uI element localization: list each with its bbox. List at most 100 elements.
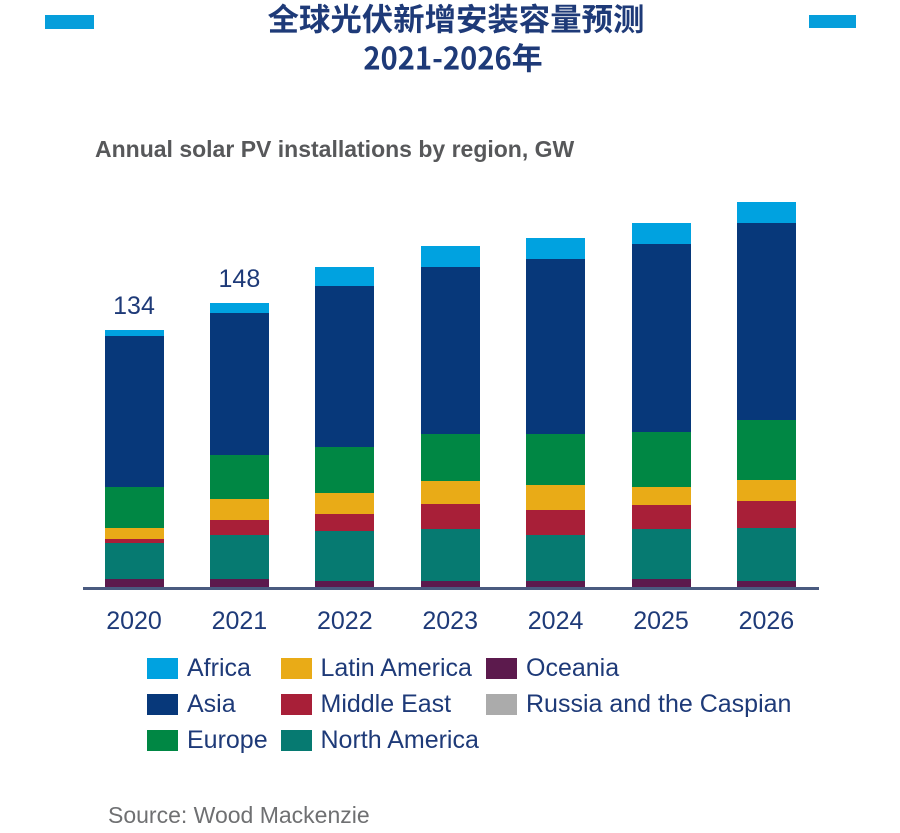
segment-2022-oceania (315, 581, 375, 587)
legend-label: Europe (187, 726, 268, 754)
legend-label: Russia and the Caspian (526, 690, 792, 718)
legend-label: North America (320, 726, 479, 754)
segment-2021-north-america (209, 535, 269, 580)
x-axis-label-2026: 2026 (738, 607, 795, 635)
segment-2020-asia (104, 335, 164, 488)
legend-item-oceania: Oceania (486, 654, 791, 682)
legend-swatch (147, 730, 178, 751)
segment-2023-europe (420, 433, 480, 482)
segment-2023-oceania (420, 581, 480, 587)
segment-2025-middle-east (631, 504, 691, 530)
legend-swatch (280, 730, 312, 751)
total-label-2020: 134 (113, 292, 155, 320)
segment-2021-asia (209, 312, 269, 455)
segment-2022-latin-america (315, 492, 375, 515)
segment-2020-north-america (104, 542, 164, 580)
segment-2025-latin-america (631, 487, 691, 505)
segment-2021-latin-america (209, 498, 269, 520)
total-label-2021: 148 (218, 265, 261, 294)
segment-2020-africa (104, 330, 164, 336)
segment-2020-europe (104, 487, 164, 528)
decorative-bar-right (809, 15, 856, 28)
segment-2021-oceania (209, 579, 269, 587)
bar-2026 (736, 201, 796, 588)
segment-2023-africa (420, 245, 480, 267)
segment-2025-africa (631, 222, 691, 244)
bar-2020 (104, 330, 164, 587)
segment-2022-north-america (315, 531, 375, 582)
segment-2024-asia (526, 258, 586, 434)
legend-swatch (280, 694, 312, 715)
segment-2022-asia (315, 285, 375, 447)
segment-2022-africa (315, 266, 375, 286)
legend-item-europe: Europe (147, 726, 281, 754)
decorative-bar-left (45, 15, 94, 29)
segment-2024-latin-america (526, 485, 586, 511)
bar-2023 (420, 245, 480, 587)
title-line-1 (268, 3, 643, 34)
segment-2021-middle-east (209, 519, 269, 536)
bar-2022 (315, 266, 375, 587)
legend-label: Africa (187, 654, 251, 682)
segment-2021-europe (209, 454, 269, 499)
segment-2024-middle-east (526, 510, 586, 536)
bar-2024 (526, 237, 586, 587)
legend-label: Oceania (526, 654, 620, 682)
segment-2026-africa (736, 201, 796, 223)
legend-swatch (280, 658, 312, 679)
legend-item-latin-america: Latin America (280, 654, 487, 682)
segment-2025-north-america (631, 529, 691, 580)
x-axis-label-2022: 2022 (316, 607, 373, 635)
segment-2024-africa (526, 237, 586, 259)
segment-2025-asia (631, 243, 691, 432)
legend-item-asia: Asia (147, 690, 281, 718)
legend-label: Middle East (320, 690, 452, 718)
segment-2023-north-america (420, 529, 480, 582)
x-axis-label-2021: 2021 (211, 607, 268, 635)
legend-label: Asia (187, 690, 236, 718)
segment-2026-north-america (736, 527, 796, 582)
segment-2026-asia (736, 222, 796, 421)
x-axis-label-2025: 2025 (633, 607, 689, 635)
chart-legend: Africa Asia Europe Latin America Middle East… (147, 654, 792, 754)
title-line-2 (364, 43, 542, 73)
segment-2020-latin-america (104, 527, 164, 540)
bar-2025 (631, 222, 691, 587)
source-note: Source: Wood Mackenzie (108, 802, 370, 828)
segment-2025-europe (631, 431, 691, 488)
segment-2020-middle-east (104, 539, 164, 543)
legend-swatch (147, 694, 178, 715)
segment-2023-asia (420, 266, 480, 434)
x-axis-line (83, 587, 819, 590)
legend-item-africa: Africa (147, 654, 281, 682)
segment-2020-oceania (104, 579, 164, 587)
segment-2024-oceania (526, 581, 586, 587)
legend-item-middle-east: Middle East (280, 690, 487, 718)
segment-2026-latin-america (736, 479, 796, 501)
legend-item-north-america: North America (280, 726, 487, 754)
x-axis-label-2023: 2023 (422, 607, 478, 635)
stacked-bar-chart: 134 2020 148 2021 2022 2023 2024 2025 2026 (83, 201, 819, 635)
legend-swatch (486, 658, 517, 679)
segment-2026-oceania (736, 581, 796, 587)
legend-label: Latin America (320, 654, 472, 682)
segment-2026-europe (736, 420, 796, 480)
segment-2024-north-america (526, 535, 586, 582)
legend-swatch (486, 694, 517, 715)
segment-2026-middle-east (736, 500, 796, 528)
x-axis-label-2020: 2020 (106, 607, 162, 635)
segment-2021-africa (209, 303, 269, 313)
chart-title (268, 3, 643, 73)
legend-swatch (147, 658, 178, 679)
segment-2025-oceania (631, 579, 691, 587)
chart-subtitle: Annual solar PV installations by region,… (95, 136, 575, 162)
legend-item-russia-and-the-caspian: Russia and the Caspian (486, 690, 792, 718)
bar-2021 (209, 303, 269, 587)
segment-2022-europe (315, 446, 375, 493)
segment-2023-middle-east (420, 504, 480, 530)
segment-2024-europe (526, 433, 586, 486)
segment-2023-latin-america (420, 481, 480, 505)
segment-2022-middle-east (315, 514, 375, 532)
x-axis-label-2024: 2024 (527, 607, 584, 635)
